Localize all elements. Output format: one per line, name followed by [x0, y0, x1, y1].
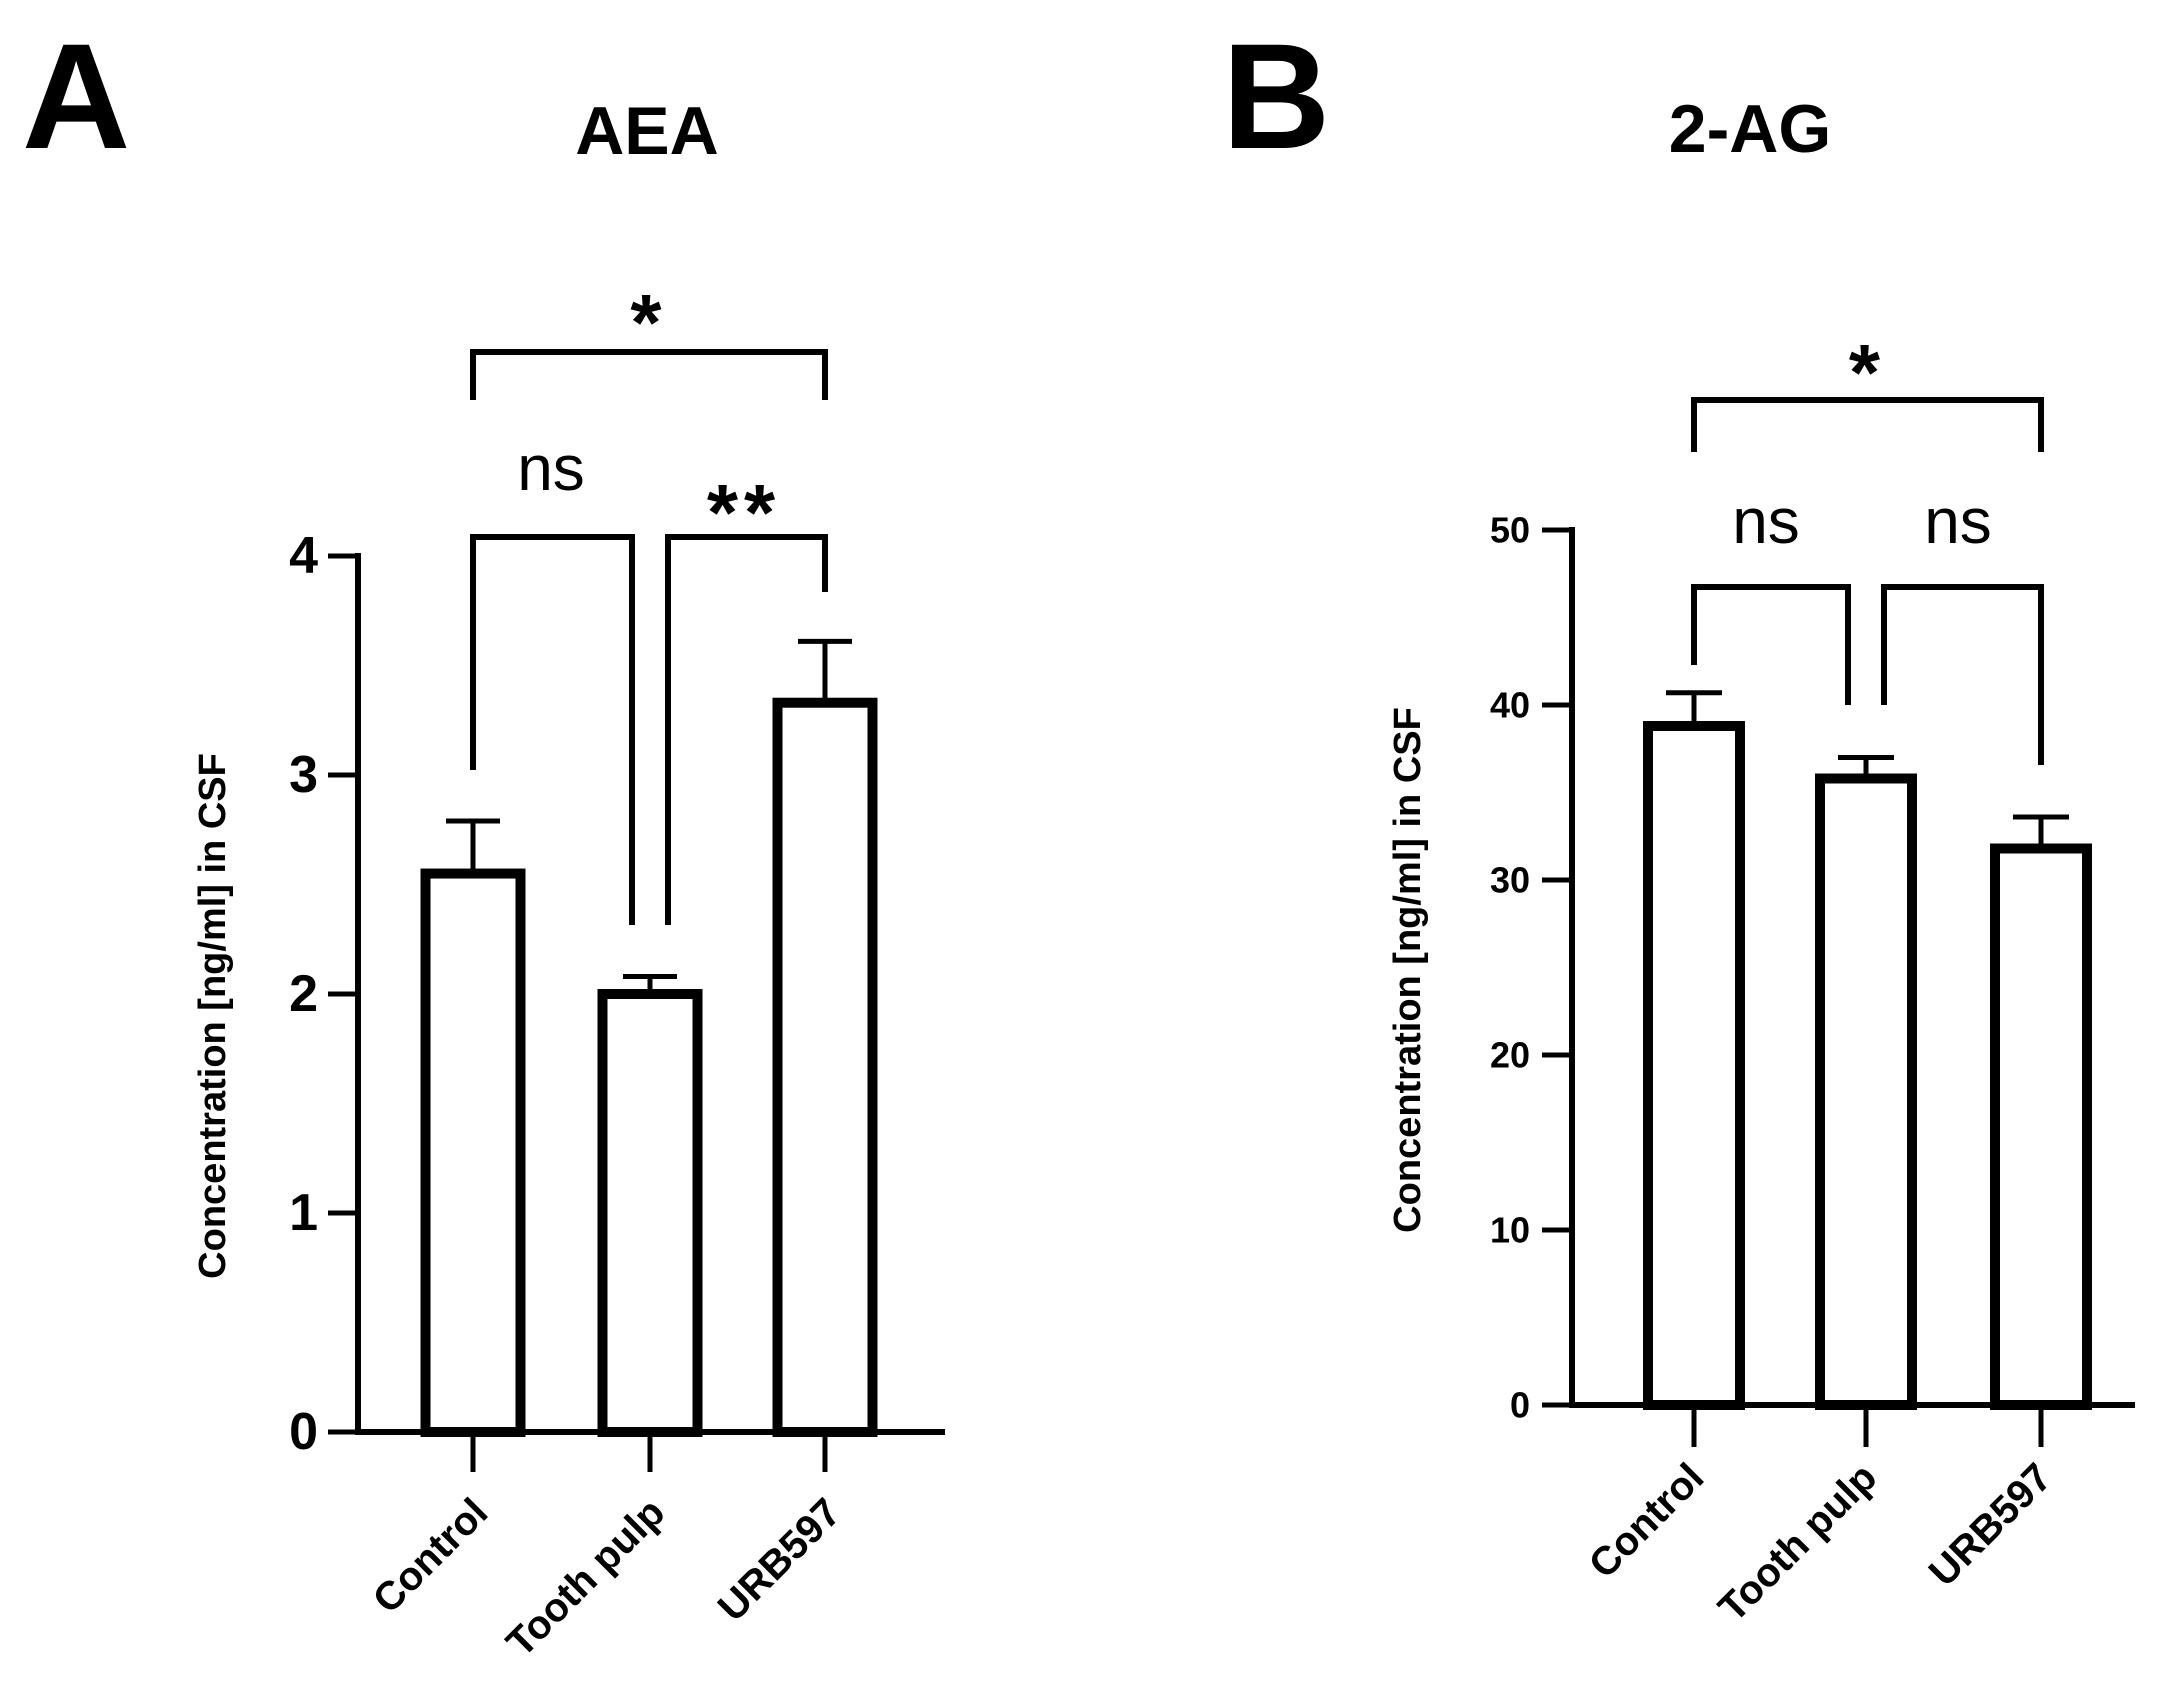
x-category-label-aea-2: URB597 [710, 1490, 850, 1630]
y-tick-label-2ag-4: 40 [1490, 685, 1530, 726]
chart-title-2ag: 2-AG [1669, 91, 1831, 167]
y-tick-label-2ag-3: 30 [1490, 860, 1530, 901]
x-category-label-aea-0: Control [365, 1490, 497, 1622]
y-tick-label-2ag-5: 50 [1490, 510, 1530, 551]
chart-title-aea: AEA [575, 93, 719, 169]
bar-2ag-0 [1643, 721, 1745, 1410]
bar-aea-0 [420, 868, 526, 1437]
significance-bracket-aea-0 [470, 349, 828, 400]
y-tick-label-aea-3: 3 [289, 746, 318, 804]
significance-bracket-aea-1 [470, 534, 635, 925]
y-axis-label-aea: Concentration [ng/ml] in CSF [192, 753, 234, 1279]
y-tick-label-aea-1: 1 [289, 1184, 318, 1242]
x-category-label-aea-1: Tooth pulp [498, 1490, 673, 1665]
panel-letter-a: A [22, 12, 130, 180]
significance-label-aea-0: * [630, 278, 667, 367]
significance-bracket-2ag-2 [1881, 584, 2044, 765]
bar-aea-1 [597, 989, 703, 1437]
significance-label-2ag-2: ns [1924, 485, 1992, 557]
significance-label-2ag-0: * [1849, 328, 1886, 417]
chart-aea: AEA Concentration [ng/ml] in CSF 0 1 2 3 4 Co… [192, 93, 945, 1665]
y-tick-label-aea-0: 0 [289, 1403, 318, 1461]
bar-aea-2 [772, 697, 878, 1437]
chart-2ag: 2-AG Concentration [ng/ml] in CSF 0 10 20 3… [1387, 91, 2135, 1630]
x-category-label-2ag-1: Tooth pulp [1710, 1455, 1885, 1630]
significance-label-aea-1: ns [517, 432, 585, 504]
y-tick-label-2ag-2: 20 [1490, 1035, 1530, 1076]
y-tick-label-2ag-1: 10 [1490, 1210, 1530, 1251]
significance-bracket-2ag-0 [1691, 397, 2044, 452]
y-tick-label-aea-4: 4 [289, 527, 318, 585]
y-tick-label-2ag-0: 0 [1510, 1385, 1530, 1426]
significance-label-2ag-1: ns [1732, 485, 1800, 557]
bar-2ag-1 [1815, 773, 1917, 1410]
panel-letter-b: B [1222, 12, 1330, 180]
y-tick-label-aea-2: 2 [289, 965, 318, 1023]
significance-bracket-2ag-1 [1691, 584, 1851, 705]
significance-bracket-aea-2 [665, 534, 828, 925]
bar-2ag-2 [1990, 843, 2092, 1410]
significance-label-aea-2: ** [707, 468, 781, 557]
x-category-label-2ag-0: Control [1581, 1455, 1713, 1587]
y-axis-label-2ag: Concentration [ng/ml] in CSF [1387, 707, 1429, 1233]
x-category-label-2ag-2: URB597 [1921, 1455, 2061, 1595]
